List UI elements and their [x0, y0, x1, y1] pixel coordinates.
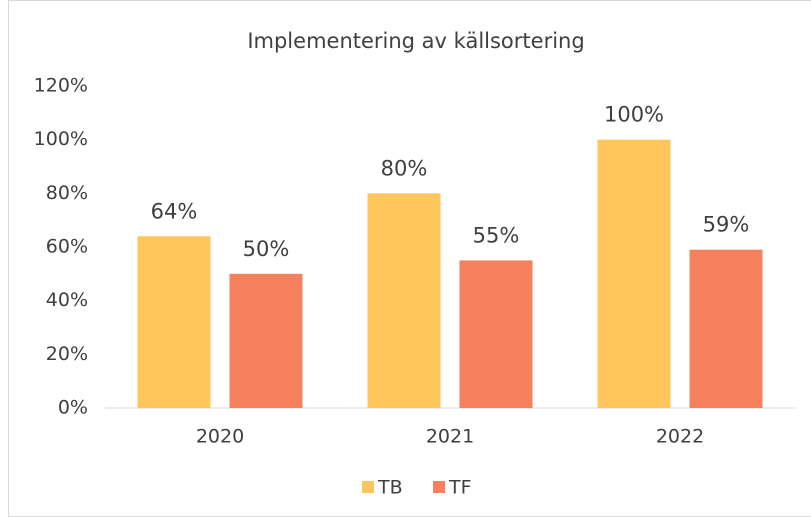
bar: [367, 193, 441, 408]
bar: [137, 236, 211, 408]
x-tick-label: 2022: [656, 426, 704, 448]
y-tick-label: 40%: [46, 289, 88, 311]
y-tick-label: 0%: [58, 397, 88, 419]
y-tick-label: 120%: [34, 75, 88, 97]
data-label: 59%: [703, 213, 750, 237]
y-tick-label: 20%: [46, 343, 88, 365]
legend-label: TB: [377, 477, 403, 499]
data-label: 80%: [381, 156, 428, 180]
y-tick-label: 80%: [46, 182, 88, 204]
data-label: 50%: [243, 237, 290, 261]
x-tick-label: 2021: [426, 426, 474, 448]
legend-swatch: [362, 481, 374, 493]
chart-title: Implementering av källsortering: [247, 29, 584, 53]
data-label: 64%: [151, 199, 198, 223]
data-label: 100%: [604, 103, 664, 127]
data-label: 55%: [473, 223, 520, 247]
legend-label: TF: [448, 477, 472, 499]
legend-swatch: [433, 481, 445, 493]
x-tick-label: 2020: [196, 426, 244, 448]
bar: [229, 273, 303, 408]
bar: [459, 260, 533, 408]
bar: [689, 249, 763, 408]
y-tick-label: 100%: [34, 128, 88, 150]
bar: [597, 139, 671, 408]
y-tick-label: 60%: [46, 236, 88, 258]
